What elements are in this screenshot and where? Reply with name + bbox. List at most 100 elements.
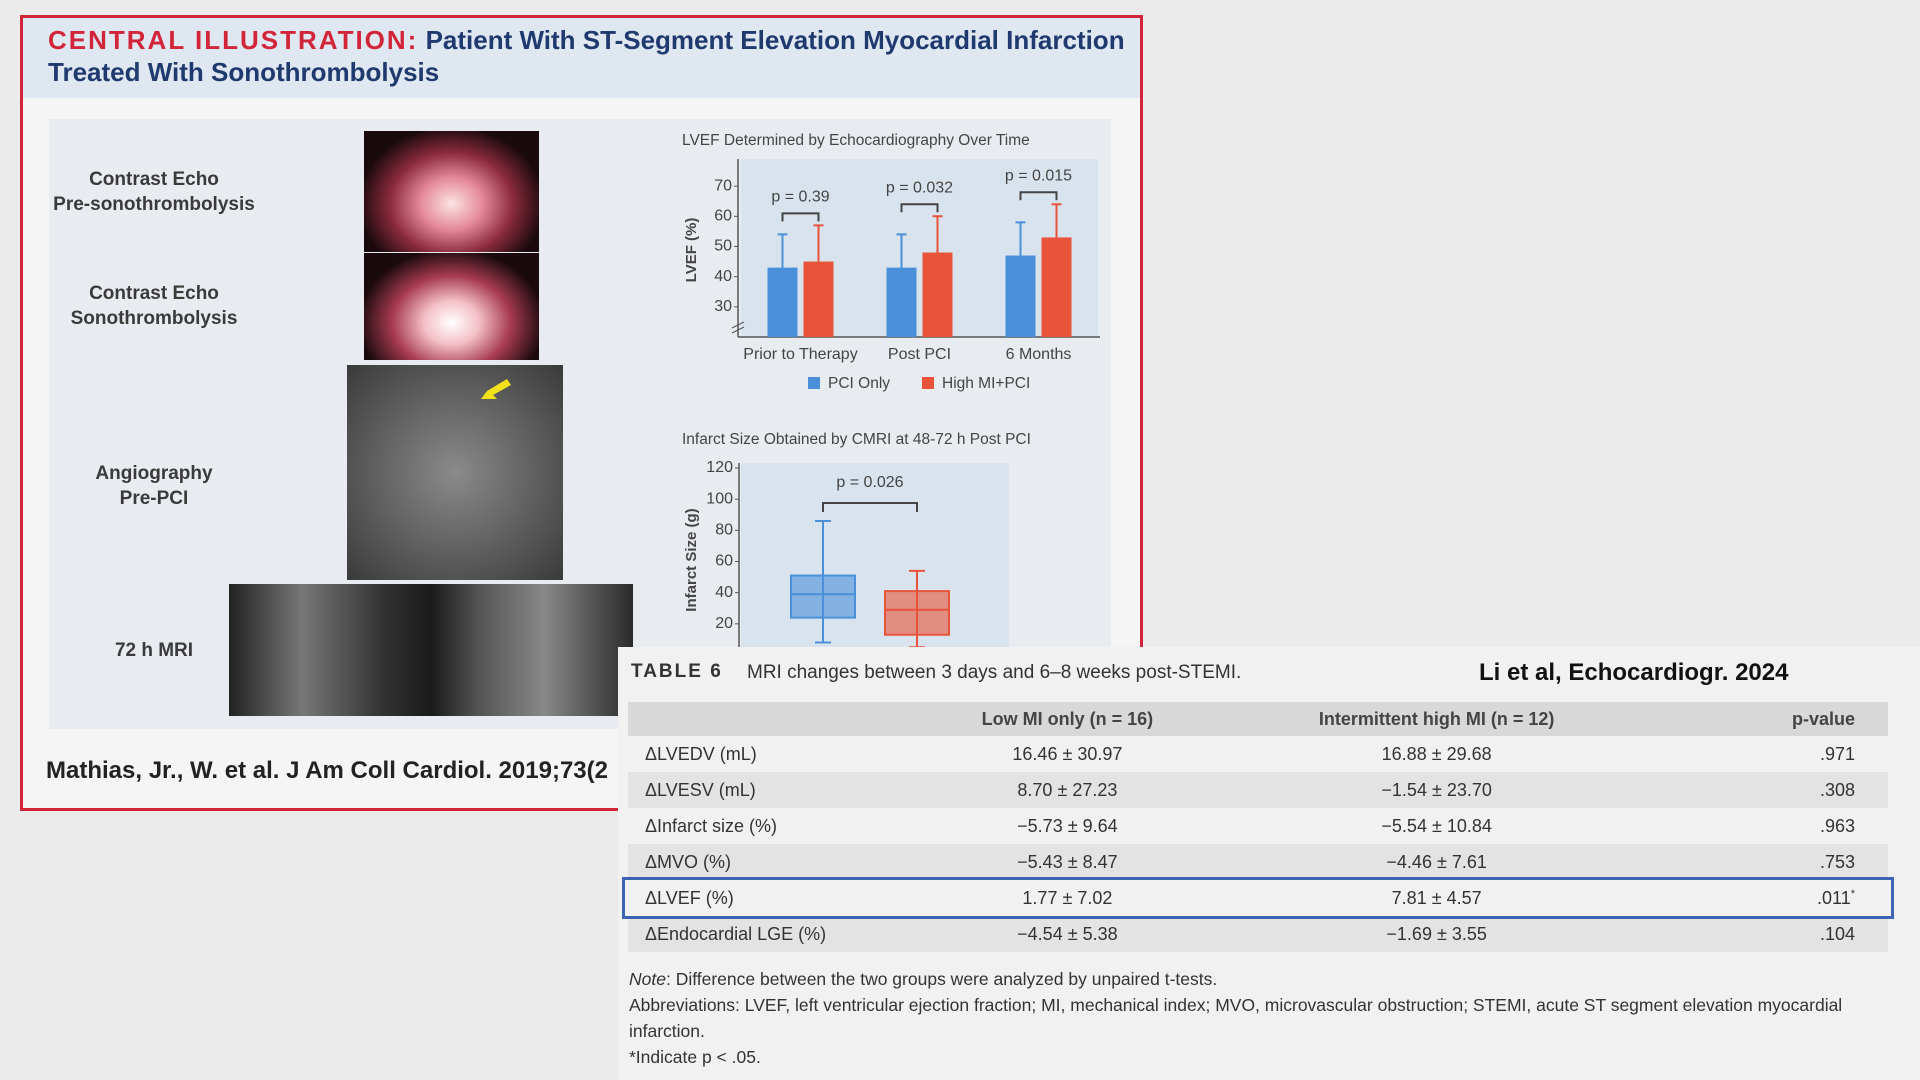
table-row: ΔMVO (%) −5.43 ± 8.47 −4.46 ± 7.61 .753 <box>628 844 1888 880</box>
significance-bracket <box>1019 191 1058 201</box>
error-bar <box>813 224 824 262</box>
significance-bracket <box>822 501 918 512</box>
x-tick-label: 6 Months <box>1006 346 1072 363</box>
box <box>884 590 950 636</box>
bar <box>922 252 953 337</box>
panel-label: Angiography Pre-PCI <box>24 461 284 511</box>
table-notes: Note: Difference between the two groups … <box>629 966 1897 1070</box>
x-tick-label: Prior to Therapy <box>743 346 857 363</box>
annotation: p = 0.39 <box>771 189 829 206</box>
legend-label: High MI+PCI <box>942 375 1030 392</box>
table-cell: .308 <box>1660 772 1888 808</box>
significance-mark: * <box>1850 887 1855 900</box>
table-cell: −5.54 ± 10.84 <box>1213 808 1660 844</box>
table-cell: 1.77 ± 7.02 <box>922 880 1213 916</box>
table-row: ΔLVESV (mL) 8.70 ± 27.23 −1.54 ± 23.70 .308 <box>628 772 1888 808</box>
cell-text: .753 <box>1819 851 1855 872</box>
y-tick-label: 70 <box>714 177 732 194</box>
cell-text: 8.70 ± 27.23 <box>1017 779 1118 800</box>
table-row: ΔInfarct size (%) −5.73 ± 9.64 −5.54 ± 10.… <box>628 808 1888 844</box>
chart-title: LVEF Determined by Echocardiography Over… <box>682 132 1030 149</box>
annotation: p = 0.015 <box>1005 167 1072 184</box>
cell-text: .963 <box>1819 815 1855 836</box>
header-cell <box>628 702 922 736</box>
significance-bracket <box>781 212 820 222</box>
table-caption: MRI changes between 3 days and 6–8 weeks… <box>747 662 1242 683</box>
cell-text: ΔInfarct size (%) <box>645 815 778 836</box>
note: Note: Difference between the two groups … <box>629 966 1897 992</box>
plot-background <box>741 463 1009 655</box>
table-cell: 16.88 ± 29.68 <box>1213 736 1660 772</box>
table-cell: ΔInfarct size (%) <box>628 808 922 844</box>
cell-text: .104 <box>1819 923 1855 944</box>
cell-text: ΔLVEF (%) <box>645 887 734 908</box>
cell-text: −1.54 ± 23.70 <box>1381 779 1492 800</box>
table-cell: ΔEndocardial LGE (%) <box>628 916 922 952</box>
chart-title: Infarct Size Obtained by CMRI at 48-72 h… <box>682 431 1031 448</box>
angiography-image <box>347 365 563 580</box>
significance-bracket <box>900 203 939 213</box>
cell-text: ΔEndocardial LGE (%) <box>645 923 827 944</box>
illustration-title: CENTRAL ILLUSTRATION: Patient With ST-Se… <box>48 24 1128 88</box>
bar <box>803 261 834 337</box>
annotation: p = 0.026 <box>836 474 903 491</box>
legend-swatch <box>808 377 820 389</box>
annotation: p = 0.032 <box>886 180 953 197</box>
panel-label: Contrast Echo Sonothrombolysis <box>24 281 284 331</box>
error-bar <box>896 233 907 268</box>
source: Li et al, Echocardiogr. 2024 <box>1479 659 1789 686</box>
table-cell: .011* <box>1660 880 1888 916</box>
y-tick-label: 80 <box>715 522 733 539</box>
table-cell: 7.81 ± 4.57 <box>1213 880 1660 916</box>
x-tick-label: Post PCI <box>888 346 951 363</box>
y-tick-label: 50 <box>714 238 732 255</box>
cell-text: 16.88 ± 29.68 <box>1381 743 1492 764</box>
illustration-heading: Patient With ST-Segment Elevation Myocar… <box>48 25 1125 87</box>
header-cell: p-value <box>1660 702 1888 736</box>
error-bar <box>1051 203 1062 238</box>
cell-text: 1.77 ± 7.02 <box>1022 887 1113 908</box>
cell-text: 7.81 ± 4.57 <box>1391 887 1482 908</box>
error-bar <box>932 215 943 253</box>
error-bar <box>1015 221 1026 256</box>
table-cell: .104 <box>1660 916 1888 952</box>
table-cell: −1.54 ± 23.70 <box>1212 772 1661 808</box>
title-band <box>23 18 1140 98</box>
panel-label: 72 h MRI <box>24 638 284 663</box>
legend-label: PCI Only <box>828 375 890 392</box>
cell-text: −1.69 ± 3.55 <box>1386 923 1487 944</box>
panel-label-line: Contrast Echo <box>89 169 219 190</box>
table-row: ΔLVEDV (mL) 16.46 ± 30.97 16.88 ± 29.68 .97… <box>628 736 1888 772</box>
plot-background <box>741 159 1098 337</box>
panel-label-line: Sonothrombolysis <box>70 308 238 329</box>
table: Low MI only (n = 16) Intermittent high MI… <box>628 702 1888 952</box>
mri-image <box>229 584 633 716</box>
table-cell: ΔLVEF (%) <box>628 880 922 916</box>
table-label: TABLE 6 <box>631 661 723 682</box>
y-tick-label: 60 <box>714 208 732 225</box>
table-cell: .963 <box>1660 808 1888 844</box>
table-cell: −4.54 ± 5.38 <box>921 916 1213 952</box>
header-row: Low MI only (n = 16) Intermittent high MI… <box>628 702 1888 736</box>
cell-text: −5.73 ± 9.64 <box>1017 815 1118 836</box>
box <box>790 574 856 619</box>
note-label: Note <box>629 969 666 989</box>
panel-label-line: 72 h MRI <box>114 640 194 661</box>
y-axis-label: Infarct Size (g) <box>683 508 700 611</box>
cell-text: .308 <box>1819 779 1855 800</box>
arrow <box>481 379 511 399</box>
note-text: : Difference between the two groups were… <box>665 969 1218 989</box>
cell-text: .011 <box>1817 887 1851 908</box>
y-tick-label: 20 <box>715 615 733 632</box>
y-tick-label: 40 <box>715 584 733 601</box>
header-cell: Low MI only (n = 16) <box>921 702 1213 736</box>
bar <box>767 267 798 337</box>
illustration-label: CENTRAL ILLUSTRATION: <box>48 25 419 55</box>
y-axis-label: LVEF (%) <box>683 218 700 283</box>
table-cell: −5.43 ± 8.47 <box>921 844 1213 880</box>
bar <box>886 267 917 337</box>
y-tick-label: 60 <box>715 553 733 570</box>
echo-image <box>364 253 539 360</box>
y-tick-label: 120 <box>706 459 733 476</box>
